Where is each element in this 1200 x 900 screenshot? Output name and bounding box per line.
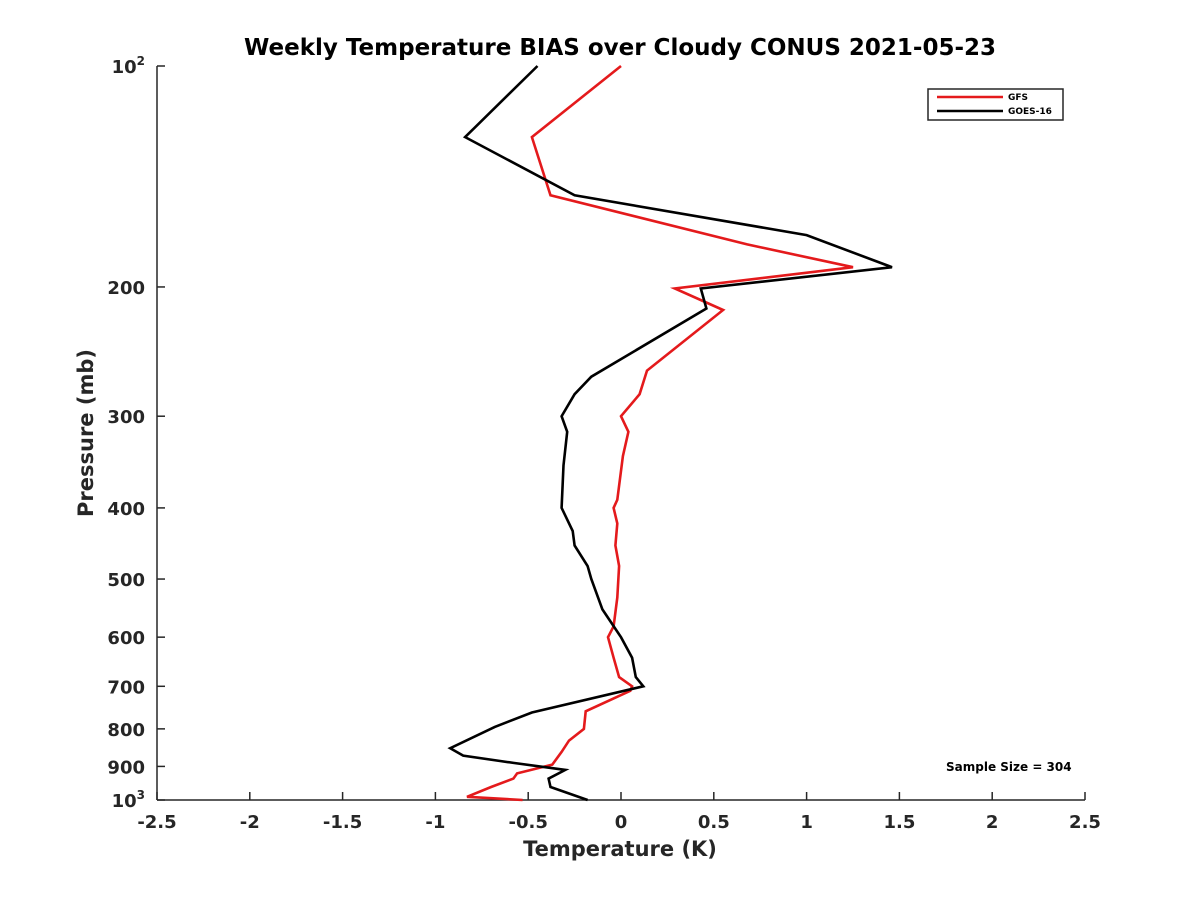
y-tick-label: 900	[107, 757, 145, 778]
x-tick-label: 2.5	[1069, 812, 1101, 833]
x-axis-label: Temperature (K)	[523, 837, 717, 861]
x-tick-label: 0.5	[698, 812, 730, 833]
axes: -2.5 -2 -1.5 -1 -0.5 0 0.5 1 1.5 2 2.5 102 200 300 400…	[107, 54, 1101, 833]
x-tick-label: -1	[425, 812, 445, 833]
series-line-goes16	[447, 65, 893, 802]
y-tick-label: 102	[112, 54, 145, 78]
x-tick-label: -2	[240, 812, 260, 833]
legend: GFS GOES-16	[927, 88, 1064, 121]
chart-title: Weekly Temperature BIAS over Cloudy CONU…	[244, 35, 996, 61]
legend-label-gfs: GFS	[1008, 93, 1028, 103]
series-line-gfs	[466, 64, 854, 802]
y-tick-label: 103	[112, 788, 145, 812]
x-tick-label: -0.5	[509, 812, 548, 833]
x-tick-label: 1.5	[883, 812, 915, 833]
y-tick-label: 400	[107, 499, 145, 520]
x-tick-label: -2.5	[137, 812, 176, 833]
x-tick-label: 2	[986, 812, 999, 833]
y-tick-label: 500	[107, 570, 145, 591]
series-group	[447, 64, 893, 802]
x-tick-label: -1.5	[323, 812, 362, 833]
y-tick-label: 800	[107, 720, 145, 741]
y-tick-label: 200	[107, 278, 145, 299]
y-tick-label: 300	[107, 407, 145, 428]
legend-box	[927, 88, 1064, 121]
x-tick-label: 1	[800, 812, 813, 833]
x-tick-label: 0	[615, 812, 628, 833]
y-tick-label: 600	[107, 628, 145, 649]
y-axis-label: Pressure (mb)	[74, 349, 98, 517]
y-tick-label: 700	[107, 677, 145, 698]
legend-label-goes16: GOES-16	[1008, 107, 1052, 117]
sample-size-annotation: Sample Size = 304	[946, 760, 1072, 774]
